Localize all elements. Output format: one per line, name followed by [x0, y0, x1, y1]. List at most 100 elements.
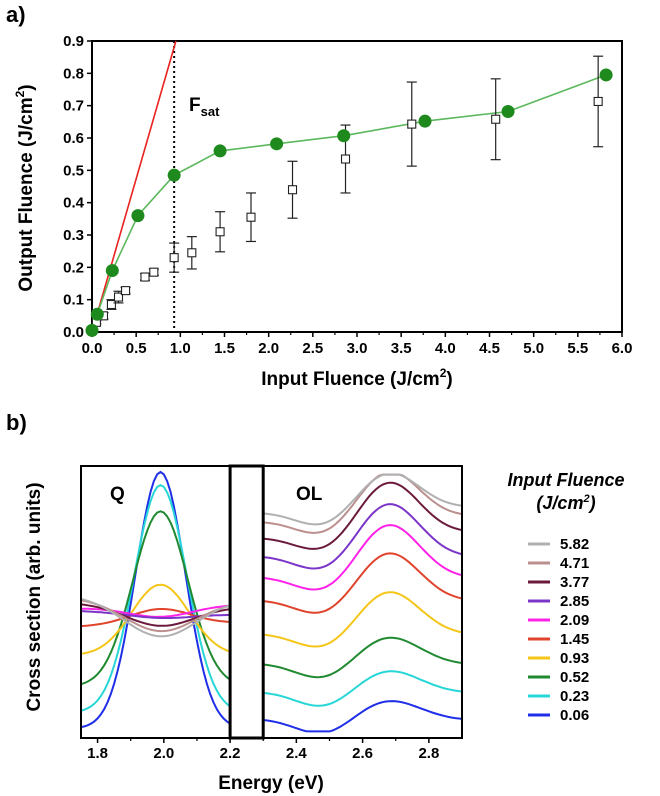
square-data-point — [287, 185, 298, 195]
circle-data-point — [270, 137, 284, 151]
x-tick-label: 5.5 — [567, 340, 588, 357]
x-tick-label: 2.2 — [220, 745, 241, 762]
circle-data-point — [85, 323, 99, 337]
panel-b-y-axis-title: Cross section (arb. units) — [24, 482, 45, 711]
y-tick-label: 0.9 — [63, 33, 84, 50]
ol-curve — [263, 503, 462, 570]
legend: Input Fluence (J/cm2) 5.82 4.71 3.77 2.85 2.… — [508, 470, 625, 724]
legend-unit: (J/cm2) — [536, 493, 595, 513]
panel-a-plot-frame — [91, 40, 623, 333]
legend-label: 0.93 — [560, 650, 589, 667]
y-tick-label: 0.6 — [63, 130, 84, 147]
circle-data-point — [599, 68, 613, 82]
legend-label: 5.82 — [560, 536, 589, 553]
x-tick-label: 1.5 — [214, 340, 235, 357]
circle-data-point — [131, 209, 145, 223]
q-curve — [81, 597, 231, 638]
x-tick-label: 4.0 — [435, 340, 456, 357]
q-curve — [81, 608, 231, 628]
ol-curve — [263, 481, 462, 550]
circle-data-point — [105, 264, 119, 278]
ol-curve — [263, 636, 462, 679]
panel-a-plot-area — [85, 40, 613, 337]
q-curve — [81, 583, 231, 655]
legend-label: 0.23 — [560, 688, 589, 705]
legend-label: 4.71 — [560, 555, 589, 572]
legend-label: 2.85 — [560, 593, 589, 610]
panel-a-x-axis-title: Input Fluence (J/cm2) — [261, 366, 452, 390]
y-tick-label: 0.5 — [63, 162, 84, 179]
square-data-point — [593, 96, 603, 107]
panel-a-y-axis-title: Output Fluence (J/cm2) — [13, 84, 37, 291]
panel-b-axis-break — [228, 464, 265, 740]
x-tick-label: 3.5 — [391, 340, 412, 357]
legend-label: 1.45 — [560, 631, 589, 648]
square-data-point — [169, 253, 179, 263]
circle-data-point — [337, 129, 351, 143]
q-curve — [81, 483, 231, 712]
x-tick-label: 6.0 — [612, 340, 633, 357]
square-data-point — [149, 267, 159, 277]
ol-curve — [263, 670, 462, 707]
circle-data-point — [90, 307, 104, 321]
square-data-point — [113, 292, 124, 302]
panel-b-plot-area — [81, 470, 462, 733]
x-tick-label: 2.5 — [302, 340, 323, 357]
ol-curve — [263, 524, 462, 591]
legend-title: Input Fluence — [508, 470, 625, 490]
ol-curve — [263, 473, 462, 526]
x-tick-label: 2.0 — [153, 745, 174, 762]
ol-curve — [263, 473, 462, 534]
square-data-point — [187, 248, 197, 258]
output-fluence-line — [91, 74, 607, 331]
region-label-q: Q — [110, 484, 125, 505]
square-data-point — [121, 286, 131, 296]
square-data-point — [246, 212, 256, 222]
x-tick-label: 0.5 — [126, 340, 147, 357]
x-tick-label: 4.5 — [479, 340, 500, 357]
circle-data-point — [501, 104, 515, 118]
square-data-point — [140, 272, 150, 282]
y-tick-label: 0.2 — [63, 259, 84, 276]
x-tick-label: 0.0 — [82, 340, 103, 357]
q-curve — [81, 470, 231, 729]
y-tick-label: 0.4 — [63, 195, 85, 212]
circle-data-point — [418, 114, 432, 128]
y-tick-label: 0.7 — [63, 98, 84, 115]
x-tick-label: 2.8 — [418, 745, 439, 762]
y-tick-label: 0.1 — [63, 292, 84, 309]
panel-a-label: a) — [6, 2, 26, 27]
y-tick-label: 0.8 — [63, 65, 84, 82]
fsat-annotation: Fsat — [189, 95, 220, 119]
panel-a: a) 0.0 0.5 1.0 1.5 2.0 2.5 3.0 3.5 4.0 4.5 5.0 5.5 6… — [6, 2, 632, 390]
square-data-point — [340, 154, 351, 164]
circle-data-point — [167, 168, 181, 182]
square-data-point — [491, 114, 501, 124]
x-tick-label: 5.0 — [523, 340, 544, 357]
y-tick-label: 0.0 — [63, 324, 84, 341]
legend-label: 2.09 — [560, 612, 589, 629]
x-tick-label: 2.6 — [352, 745, 373, 762]
square-data-point — [106, 299, 116, 310]
ol-curve — [263, 700, 462, 733]
q-band-curves — [81, 470, 231, 729]
legend-items: 5.82 4.71 3.77 2.85 2.09 1.45 0.93 0.52 0.23 0.06 — [528, 536, 589, 724]
x-tick-label: 1.0 — [170, 340, 191, 357]
panel-a-ticks: 0.0 0.5 1.0 1.5 2.0 2.5 3.0 3.5 4.0 4.5 5.0 5.5 6.0 0… — [63, 33, 632, 357]
linear-reference-line — [91, 40, 177, 333]
ol-curve — [263, 591, 462, 648]
panel-b-plot-frame — [80, 465, 463, 739]
panel-b: b) 1.8 2.0 2.2 2.4 2.6 2.8 Q OL Energy (eV) C… — [6, 410, 625, 794]
square-data-point — [215, 227, 225, 237]
circle-data-point — [213, 144, 227, 158]
panel-b-x-axis-title: Energy (eV) — [218, 773, 324, 794]
legend-label: 3.77 — [560, 574, 589, 591]
region-label-ol: OL — [296, 484, 323, 505]
panel-b-ticks: 1.8 2.0 2.2 2.4 2.6 2.8 — [87, 738, 439, 762]
panel-b-label: b) — [6, 410, 27, 435]
q-curve — [81, 510, 231, 686]
ol-band-curves — [263, 473, 462, 733]
y-tick-label: 0.3 — [63, 227, 84, 244]
square-data-point — [407, 119, 417, 129]
